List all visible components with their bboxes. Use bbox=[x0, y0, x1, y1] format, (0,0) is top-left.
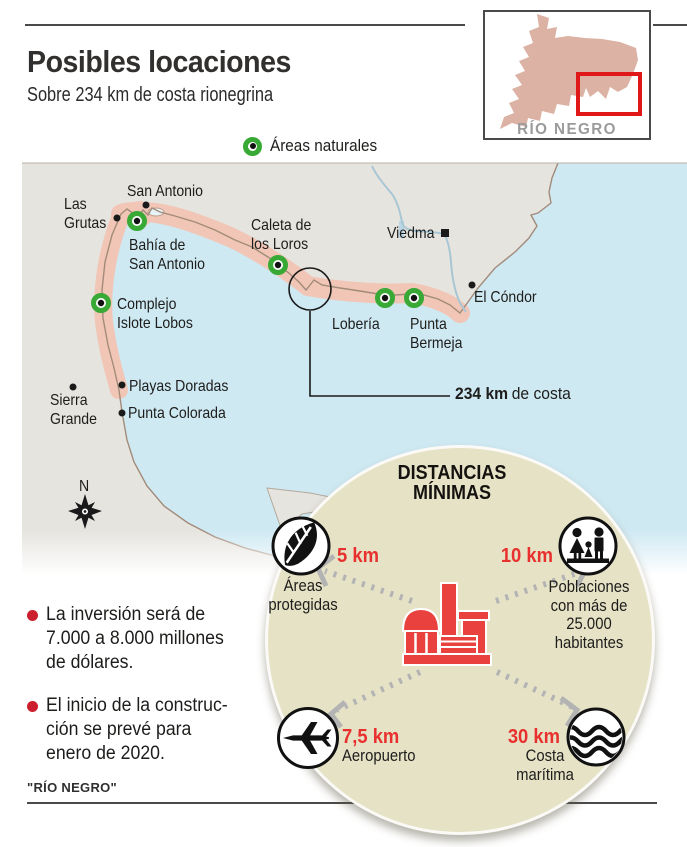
rio-negro-province-shape bbox=[500, 14, 638, 129]
label-loberia: Lobería bbox=[332, 316, 380, 333]
legend-label: Áreas naturales bbox=[270, 136, 378, 155]
label-punta-bermeja: Punta Bermeja bbox=[410, 316, 463, 352]
label-el-condor: El Cóndor bbox=[474, 289, 537, 306]
family-icon bbox=[558, 516, 618, 576]
distance-populations: 10 km bbox=[500, 545, 553, 567]
natural-area-marker-loberia bbox=[375, 288, 395, 308]
las-grutas-dot bbox=[113, 214, 121, 222]
coastline bbox=[101, 162, 559, 562]
annotation-leader-line bbox=[309, 311, 450, 397]
bullet-dot-icon bbox=[27, 701, 38, 712]
town-dots bbox=[69, 201, 476, 417]
natural-area-marker-caleta bbox=[268, 255, 288, 275]
note-investment-text: La inversión será de 7.000 a 8.000 millo… bbox=[46, 604, 224, 673]
label-protected-areas: Áreas protegidas bbox=[268, 577, 338, 614]
label-complejo-islote-lobos: Complejo Islote Lobos bbox=[117, 296, 193, 332]
label-sierra-grande: Sierra Grande bbox=[50, 392, 97, 428]
label-san-antonio: San Antonio bbox=[127, 183, 203, 200]
highlight-rect bbox=[576, 72, 642, 116]
distance-coast: 30 km bbox=[507, 726, 560, 748]
page-subtitle: Sobre 234 km de costa rionegrina bbox=[27, 84, 274, 106]
label-populations: Poblaciones con más de 25.000 habitantes bbox=[548, 578, 630, 652]
legend-natural-areas: Áreas naturales bbox=[243, 136, 389, 156]
label-playas-doradas: Playas Doradas bbox=[129, 378, 229, 395]
label-coast: Costa marítima bbox=[516, 747, 574, 784]
coast-length-annotation: 234 km de costa bbox=[455, 384, 571, 404]
dashed-arrows bbox=[324, 568, 581, 713]
san-antonio-dot bbox=[142, 201, 150, 209]
compass-rose-icon bbox=[68, 494, 102, 529]
diagram-title: DISTANCIAS MÍNIMAS bbox=[397, 462, 507, 504]
el-condor-dot bbox=[468, 281, 476, 289]
inset-province-label: RÍO NEGRO bbox=[517, 121, 617, 138]
coast-length-text: de costa bbox=[511, 384, 571, 403]
province-inset-map: RÍO NEGRO bbox=[483, 10, 651, 140]
page-title: Posibles locaciones bbox=[27, 44, 291, 79]
distance-airport: 7,5 km bbox=[342, 726, 400, 748]
top-rule-right bbox=[653, 24, 687, 26]
label-punta-colorada: Punta Colorada bbox=[128, 405, 226, 422]
bullet-dot-icon bbox=[27, 610, 38, 621]
playas-doradas-dot bbox=[118, 381, 126, 389]
plane-glyph bbox=[283, 722, 332, 754]
label-caleta-de-los-loros: Caleta de los Loros bbox=[251, 217, 312, 253]
river bbox=[371, 165, 467, 313]
top-rule-left bbox=[25, 24, 465, 26]
factory-icon bbox=[401, 582, 492, 666]
label-viedma: Viedma bbox=[387, 225, 435, 242]
bottom-rule bbox=[27, 802, 657, 804]
label-las-grutas: Las Grutas bbox=[64, 196, 107, 232]
compass-n-label: N bbox=[79, 478, 90, 495]
province-shape-map bbox=[500, 14, 642, 129]
distance-protected-areas: 5 km bbox=[337, 545, 379, 567]
label-airport: Aeropuerto bbox=[342, 747, 416, 765]
plane-icon bbox=[277, 707, 339, 769]
natural-area-marker-bahia bbox=[127, 211, 147, 231]
leaf-icon bbox=[271, 516, 331, 576]
note-construction: El inicio de la construc- ción se prevé … bbox=[27, 694, 265, 766]
source-credit: "RÍO NEGRO" bbox=[27, 780, 118, 795]
distances-circle bbox=[265, 445, 655, 835]
coast-highlight-circle bbox=[288, 267, 332, 311]
waves-icon bbox=[566, 707, 626, 767]
punta-colorada-dot bbox=[118, 409, 126, 417]
note-construction-text: El inicio de la construc- ción se prevé … bbox=[46, 695, 228, 764]
diagram-arrows-and-factory bbox=[314, 554, 590, 729]
sierra-grande-dot bbox=[69, 383, 77, 391]
natural-area-marker-complejo bbox=[91, 293, 111, 313]
notes-list: La inversión será de 7.000 a 8.000 millo… bbox=[27, 603, 265, 785]
natural-area-markers bbox=[91, 211, 424, 313]
coast-length-value: 234 km bbox=[455, 384, 509, 403]
natural-area-marker-icon bbox=[243, 136, 262, 156]
inner-bay bbox=[147, 207, 165, 217]
natural-area-marker-bermeja bbox=[404, 288, 424, 308]
label-bahia-san-antonio: Bahía de San Antonio bbox=[129, 237, 205, 273]
river-widening bbox=[399, 221, 404, 238]
map-land bbox=[22, 163, 558, 578]
viedma-square-marker bbox=[441, 229, 449, 237]
note-investment: La inversión será de 7.000 a 8.000 millo… bbox=[27, 603, 265, 675]
